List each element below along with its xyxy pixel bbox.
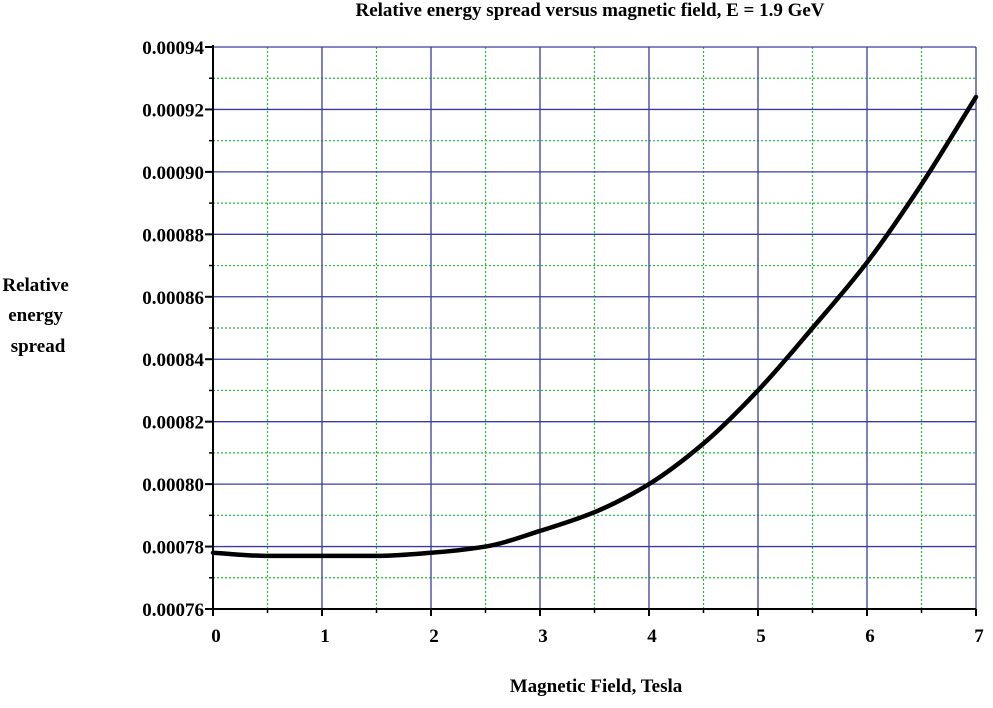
x-tick-label: 2 [429, 626, 439, 647]
y-tick-label: 0.00082 [142, 413, 204, 434]
series-line [210, 94, 979, 559]
y-tick-label: 0.00092 [142, 100, 204, 121]
x-axis-label: Magnetic Field, Tesla [510, 676, 683, 697]
x-tick-label: 6 [865, 626, 875, 647]
minor-grid [213, 47, 976, 609]
y-tick-label: 0.00090 [142, 163, 204, 184]
y-axis-label-line: Relative [2, 275, 68, 296]
x-tick-label: 1 [320, 626, 330, 647]
y-tick-label: 0.00094 [142, 38, 204, 59]
x-tick-label: 5 [756, 626, 766, 647]
y-tick-label: 0.00078 [142, 538, 204, 559]
x-tick-label: 3 [538, 626, 548, 647]
x-tick-label: 0 [211, 626, 221, 647]
series-layer [210, 94, 979, 559]
y-tick-label: 0.00084 [142, 350, 204, 371]
x-tick-labels: 0 1 2 3 4 5 6 7 [211, 626, 984, 647]
x-tick-label: 7 [974, 626, 984, 647]
y-axis-label-line: energy [8, 305, 63, 326]
major-grid [213, 46, 977, 609]
y-tick-label: 0.00076 [142, 600, 204, 621]
y-tick-labels: 0.00076 0.00078 0.00080 0.00082 0.00084 0.000… [142, 38, 204, 621]
y-tick-label: 0.00080 [142, 475, 204, 496]
y-tick-label: 0.00088 [142, 225, 204, 246]
ticks [205, 46, 977, 616]
y-tick-label: 0.00086 [142, 288, 204, 309]
chart-title: Relative energy spread versus magnetic f… [355, 0, 824, 21]
x-tick-label: 4 [647, 626, 657, 647]
y-axis-label: Relative energy spread [2, 275, 73, 357]
y-axis-label-line: spread [11, 336, 66, 357]
